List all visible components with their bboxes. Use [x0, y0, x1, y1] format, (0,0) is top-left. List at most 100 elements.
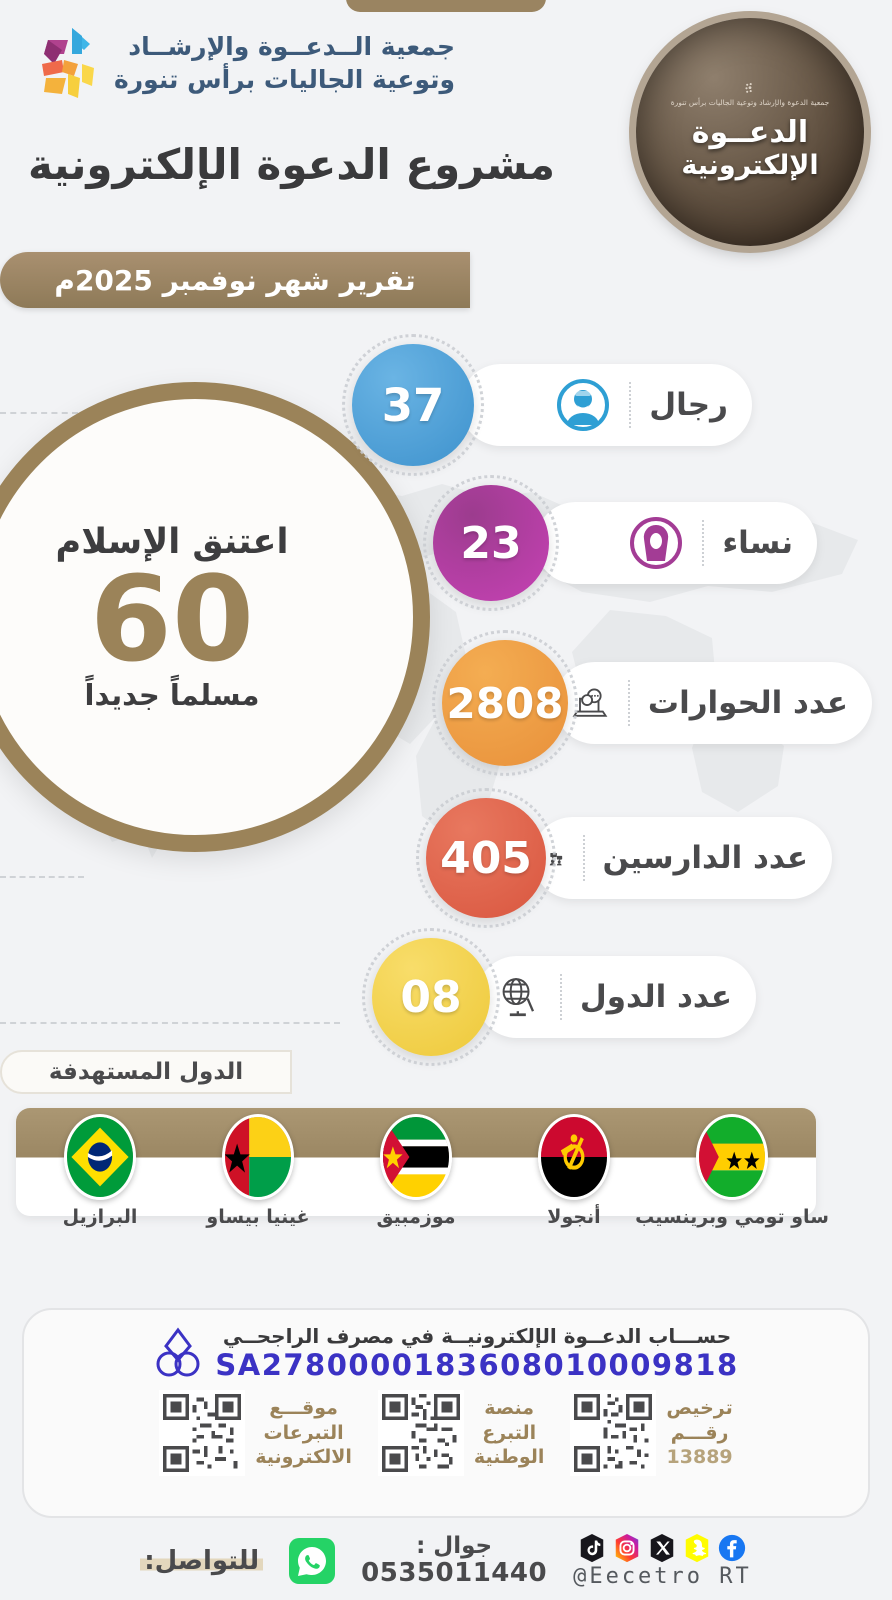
- qr-code-donation-site[interactable]: [159, 1390, 246, 1476]
- organization-name: جمعية الــدعــوة والإرشــاد وتوعية الجال…: [114, 30, 455, 96]
- medallion-line-1: الدعــوة: [691, 115, 809, 151]
- laptop-chat-icon: [570, 675, 610, 731]
- phone-block: جوال : 0535011440: [361, 1533, 547, 1589]
- qr-license-line-2: رقـــم: [670, 1421, 729, 1444]
- tiktok-icon[interactable]: [577, 1533, 607, 1563]
- woman-icon: [628, 515, 684, 571]
- pill-separator: [702, 520, 705, 566]
- stat-label-students: عدد الدارسين: [602, 840, 808, 876]
- qr-group-license[interactable]: ترخيص رقـــم 13889: [570, 1390, 733, 1476]
- guinea-bissau-flag-icon: [222, 1114, 294, 1200]
- page-header: جمعية الدعوة والإرشاد وتوعية الجاليات بر…: [0, 0, 892, 320]
- bank-text-block: حســـاب الدعــوة الإلكترونيــة في مصرف ا…: [215, 1324, 738, 1382]
- dashed-guide-5: [0, 1022, 340, 1024]
- social-handle[interactable]: @Eecetro RT: [573, 1564, 752, 1589]
- stat-label-dialogues: عدد الحوارات: [647, 685, 848, 721]
- stat-row-students[interactable]: عدد الدارسين 405: [416, 788, 832, 928]
- bank-account-title: حســـاب الدعــوة الإلكترونيــة في مصرف ا…: [222, 1324, 732, 1348]
- stat-value-students: 405: [416, 788, 556, 928]
- hero-number: 60: [89, 549, 255, 688]
- hero-sub-label: مسلماً جديداً: [84, 678, 260, 713]
- contact-label: للتواصل:: [140, 1546, 264, 1576]
- country-name-angola: أنجولا: [547, 1206, 601, 1228]
- org-line-1: جمعية الــدعــوة والإرشــاد: [128, 32, 456, 61]
- country-item-guinea-bissau[interactable]: غينيا بيساو: [196, 1114, 320, 1228]
- organization-block: جمعية الــدعــوة والإرشــاد وتوعية الجال…: [34, 24, 455, 102]
- alrajhi-bank-logo-icon: [156, 1327, 200, 1377]
- stat-label-countries: عدد الدول: [579, 979, 732, 1015]
- medallion-mini-label: جمعية الدعوة والإرشاد وتوعية الجاليات بر…: [670, 97, 830, 107]
- qr-label-license: ترخيص رقـــم 13889: [666, 1396, 732, 1470]
- social-icons: [573, 1533, 752, 1563]
- x-icon[interactable]: [647, 1533, 677, 1563]
- stat-row-women[interactable]: نساء 23: [423, 475, 817, 611]
- angola-flag-icon: [538, 1114, 610, 1200]
- qr-site-line-1: موقـــع: [269, 1396, 338, 1419]
- bank-iban[interactable]: SA2780000183608010009818: [215, 1348, 739, 1382]
- snapchat-icon[interactable]: [682, 1533, 712, 1563]
- stat-row-countries[interactable]: عدد الدول 08: [362, 928, 756, 1066]
- medallion-line-2: الإلكترونية: [681, 149, 819, 181]
- stat-pill-students: عدد الدارسين: [532, 817, 832, 899]
- hero-top-label: اعتنق الإسلام: [55, 521, 289, 562]
- qr-platform-line-3: الوطنية: [473, 1446, 545, 1469]
- bank-account-panel: حســـاب الدعــوة الإلكترونيــة في مصرف ا…: [22, 1308, 870, 1518]
- qr-platform-line-1: منصة: [484, 1396, 535, 1419]
- social-block: @Eecetro RT: [573, 1533, 752, 1589]
- stat-row-dialogues[interactable]: عدد الحوارات 2808: [432, 630, 872, 776]
- stat-pill-men: رجال: [460, 364, 752, 446]
- flags-band: ساو تومي وبرينسيب أنجولا: [16, 1108, 829, 1228]
- pill-separator: [582, 835, 585, 881]
- whatsapp-icon[interactable]: [289, 1538, 336, 1584]
- phone-number[interactable]: 0535011440: [361, 1558, 548, 1589]
- country-item-brazil[interactable]: البرازيل: [38, 1114, 162, 1228]
- globe-icon: [492, 969, 542, 1025]
- dashed-guide-1: [0, 412, 150, 414]
- dashed-guide-4: [0, 876, 84, 878]
- bank-header: حســـاب الدعــوة الإلكترونيــة في مصرف ا…: [24, 1310, 868, 1382]
- country-name-guinea-bissau: غينيا بيساو: [206, 1206, 310, 1228]
- stat-pill-women: نساء: [535, 502, 817, 584]
- stat-pill-dialogues: عدد الحوارات: [554, 662, 872, 744]
- qr-site-line-2: التبرعات: [263, 1421, 344, 1444]
- qr-label-donation-site: موقـــع التبرعات الالكترونية: [255, 1396, 352, 1470]
- medallion-mini-text: جمعية الدعوة والإرشاد وتوعية الجاليات بر…: [671, 82, 830, 108]
- country-name-brazil: البرازيل: [62, 1206, 138, 1228]
- qr-group-donation-site[interactable]: موقـــع التبرعات الالكترونية: [159, 1390, 352, 1476]
- stat-row-men[interactable]: رجال 37: [342, 334, 752, 476]
- man-icon: [555, 377, 611, 433]
- stat-value-dialogues: 2808: [432, 630, 578, 776]
- targeted-countries-label: الدول المستهدفة: [0, 1050, 292, 1094]
- qr-code-national-platform[interactable]: [377, 1390, 464, 1476]
- stat-value-men: 37: [342, 334, 484, 476]
- association-logo-icon: [42, 28, 94, 98]
- stat-pill-countries: عدد الدول: [476, 956, 756, 1038]
- country-name-mozambique: موزمبيق: [376, 1206, 456, 1228]
- instagram-icon[interactable]: [612, 1533, 642, 1563]
- phone-label: جوال :: [416, 1532, 493, 1559]
- country-item-angola[interactable]: أنجولا: [512, 1114, 636, 1228]
- country-item-mozambique[interactable]: موزمبيق: [354, 1114, 478, 1228]
- pill-separator: [627, 680, 630, 726]
- qr-platform-line-2: التبرع: [482, 1421, 537, 1444]
- qr-code-license[interactable]: [570, 1390, 657, 1476]
- stat-number-dialogues: 2808: [446, 678, 564, 728]
- qr-group-national-platform[interactable]: منصة التبرع الوطنية: [377, 1390, 545, 1476]
- stat-number-men: 37: [381, 378, 445, 432]
- stat-value-women: 23: [423, 475, 559, 611]
- page-title: مشروع الدعوة الإلكترونية: [28, 140, 556, 189]
- report-date-banner: تقرير شهر نوفمبر 2025م: [0, 252, 470, 308]
- brazil-flag-icon: [64, 1114, 136, 1200]
- statistics-area: اعتنق الإسلام 60 مسلماً جديداً رجال 37 ن…: [0, 320, 892, 1066]
- page-footer: @Eecetro RT جوال : 0535011440 للتواصل:: [0, 1522, 892, 1600]
- qr-license-number: 13889: [666, 1446, 733, 1469]
- org-line-2: وتوعية الجاليات برأس تنورة: [114, 65, 456, 94]
- qr-license-line-1: ترخيص: [666, 1396, 733, 1419]
- stat-number-students: 405: [440, 832, 532, 884]
- country-item-sao-tome[interactable]: ساو تومي وبرينسيب: [635, 1114, 829, 1228]
- facebook-icon[interactable]: [717, 1533, 747, 1563]
- qr-codes-row: ترخيص رقـــم 13889: [24, 1390, 868, 1476]
- association-mini-logo-icon: [745, 82, 752, 93]
- stat-number-countries: 08: [400, 971, 462, 1023]
- stat-label-men: رجال: [649, 387, 728, 423]
